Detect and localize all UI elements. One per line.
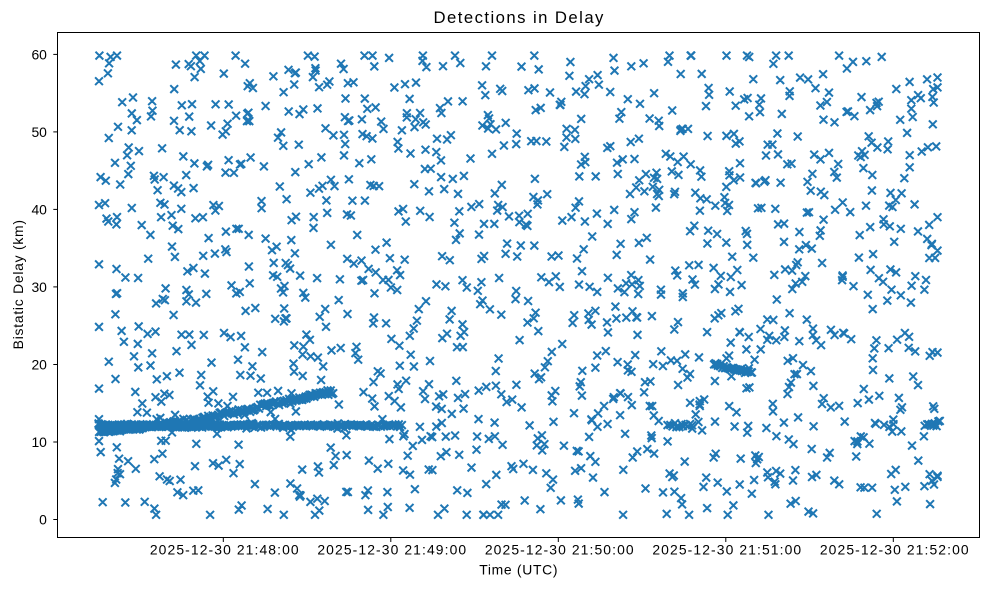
- svg-text:60: 60: [31, 47, 47, 63]
- svg-text:20: 20: [31, 357, 47, 373]
- svg-text:0: 0: [39, 512, 47, 528]
- svg-text:2025-12-30 21:52:00: 2025-12-30 21:52:00: [820, 542, 970, 558]
- svg-text:Detections in Delay: Detections in Delay: [434, 8, 605, 27]
- svg-text:2025-12-30 21:48:00: 2025-12-30 21:48:00: [150, 542, 300, 558]
- svg-text:Bistatic Delay (km): Bistatic Delay (km): [10, 219, 26, 349]
- svg-text:50: 50: [31, 124, 47, 140]
- svg-text:2025-12-30 21:50:00: 2025-12-30 21:50:00: [485, 542, 635, 558]
- svg-text:30: 30: [31, 279, 47, 295]
- svg-text:2025-12-30 21:51:00: 2025-12-30 21:51:00: [652, 542, 802, 558]
- svg-text:Time (UTC): Time (UTC): [479, 562, 558, 578]
- svg-text:10: 10: [31, 434, 47, 450]
- svg-text:40: 40: [31, 202, 47, 218]
- svg-text:2025-12-30 21:49:00: 2025-12-30 21:49:00: [317, 542, 467, 558]
